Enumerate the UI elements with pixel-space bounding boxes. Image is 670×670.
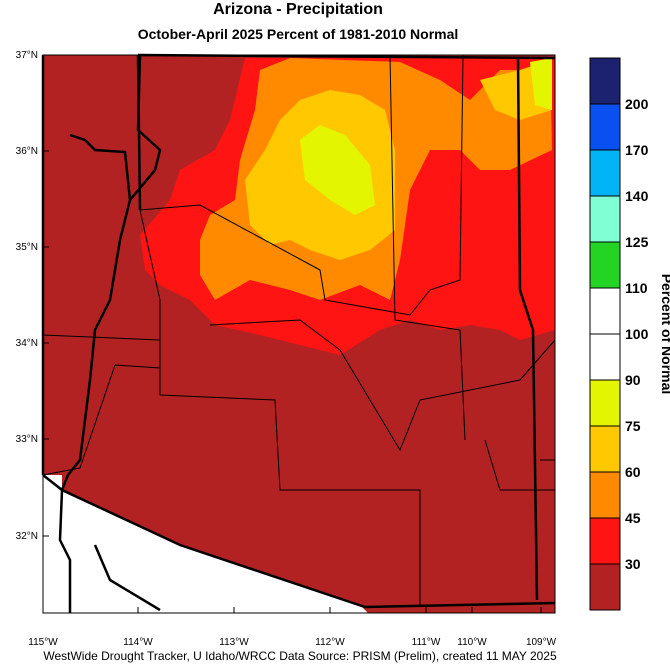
colorbar-swatch (590, 150, 620, 196)
lat-label: 37°N (16, 50, 38, 61)
colorbar-label: 125 (625, 234, 649, 250)
colorbar-label: 140 (625, 188, 649, 204)
colorbar-swatch (590, 518, 620, 564)
footer: WestWide Drought Tracker, U Idaho/WRCC D… (43, 649, 557, 663)
colorbar-title: Percent of Normal (659, 274, 670, 395)
colorbar-label: 60 (625, 464, 641, 480)
colorbar-swatch (590, 288, 620, 334)
map-frame (42, 54, 556, 614)
region-75-90 (300, 58, 552, 215)
lat-label: 33°N (16, 434, 38, 445)
colorbar-label: 200 (625, 96, 649, 112)
colorbar-swatch (590, 104, 620, 150)
lon-label: 114°W (123, 637, 153, 648)
lat-labels: 37°N 36°N 35°N 34°N 33°N 32°N (16, 50, 49, 542)
lon-label: 111°W (412, 637, 441, 648)
colorbar-label: 100 (625, 326, 649, 342)
lon-label: 109°W (526, 637, 557, 648)
map (41, 53, 556, 613)
lat-label: 36°N (16, 146, 38, 157)
colorbar-swatch (590, 426, 620, 472)
lat-label: 32°N (16, 531, 38, 542)
colorbar-swatch (590, 242, 620, 288)
colorbar-label: 110 (625, 280, 648, 296)
lon-label: 113°W (219, 637, 249, 648)
colorbar-swatch (590, 564, 620, 610)
colorbar-swatch (590, 196, 620, 242)
lat-label: 34°N (16, 338, 38, 349)
lat-label: 35°N (16, 242, 38, 253)
county-lines (42, 54, 556, 605)
colorbar-label: 30 (625, 556, 641, 572)
mexico (43, 475, 368, 613)
colorbar-swatch (590, 472, 620, 518)
colorbar-label: 90 (625, 372, 641, 388)
lon-label: 115°W (28, 637, 58, 648)
title: Arizona - Precipitation (213, 1, 383, 18)
colorbar-label: 75 (625, 418, 641, 434)
subtitle: October-April 2025 Percent of 1981-2010 … (138, 26, 459, 42)
colorbar-swatch (590, 58, 620, 104)
colorbar-swatch (590, 334, 620, 380)
colorbar: 200 170 140 125 110 100 90 75 60 45 30 (589, 57, 649, 611)
colorbar-label: 170 (625, 142, 649, 158)
lon-label: 112°W (315, 637, 345, 648)
region-60-75 (245, 60, 552, 260)
lon-labels: 115°W 114°W 113°W 112°W 111°W 110°W 109°W (28, 607, 557, 648)
colorbar-swatch (590, 380, 620, 426)
colorbar-label: 45 (625, 510, 641, 526)
lon-label: 110°W (457, 637, 487, 648)
